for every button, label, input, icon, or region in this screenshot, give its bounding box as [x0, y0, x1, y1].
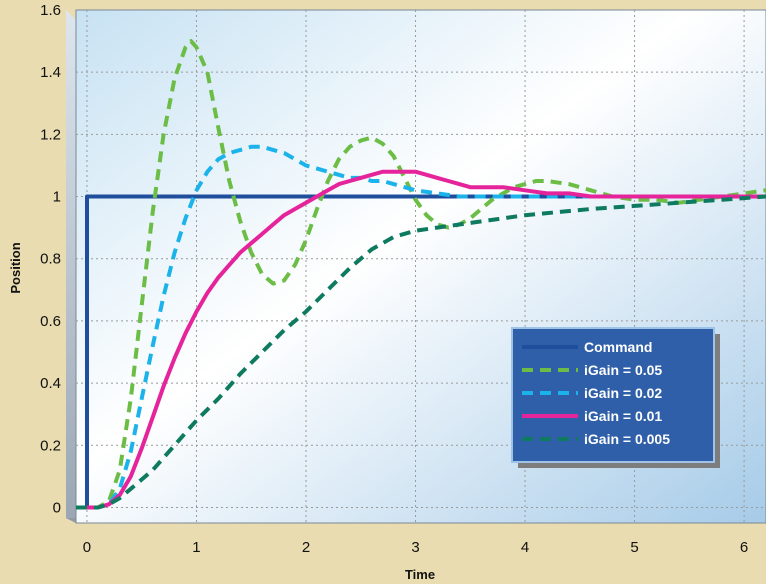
- y-tick-label: 0.8: [40, 251, 61, 268]
- y-axis-label: Position: [8, 242, 23, 293]
- legend-label: iGain = 0.05: [584, 362, 662, 378]
- x-tick-label: 3: [411, 539, 419, 556]
- x-tick-label: 5: [630, 539, 638, 556]
- x-tick-label: 6: [740, 539, 748, 556]
- y-tick-label: 1.6: [40, 2, 61, 19]
- y-tick-label: 0.2: [40, 437, 61, 454]
- legend-label: iGain = 0.01: [584, 408, 662, 424]
- series-line-igain-0-02: [76, 144, 766, 510]
- y-tick-label: 1.2: [40, 126, 61, 143]
- y-tick-label: 1: [53, 189, 61, 206]
- series-lines: [76, 39, 766, 510]
- y-tick-label: 0.4: [40, 375, 61, 392]
- legend-label: iGain = 0.005: [584, 431, 670, 447]
- x-tick-labels: 0 1 2 3 4 5 6: [83, 539, 748, 556]
- series-line-igain-0-01: [76, 169, 766, 510]
- x-tick-label: 1: [192, 539, 200, 556]
- legend-label: Command: [584, 339, 652, 355]
- x-axis-label: Time: [405, 567, 435, 582]
- legend-entries: Command iGain = 0.05 iGain = 0.02 iGain = 0…: [522, 339, 670, 447]
- x-tick-label: 4: [521, 539, 529, 556]
- y-tick-labels: 0 0.2 0.4 0.6 0.8 1 1.2 1.4 1.6: [40, 2, 61, 516]
- y-tick-label: 1.4: [40, 64, 61, 81]
- series-line-igain-0-005: [76, 194, 766, 510]
- x-tick-label: 2: [302, 539, 310, 556]
- plot-frame-left: [66, 10, 76, 523]
- legend-label: iGain = 0.02: [584, 385, 662, 401]
- series-line-igain-0-05: [76, 39, 766, 510]
- y-tick-label: 0: [53, 499, 61, 516]
- x-tick-label: 0: [83, 539, 91, 556]
- y-tick-label: 0.6: [40, 313, 61, 330]
- legend: Command iGain = 0.05 iGain = 0.02 iGain = 0…: [511, 327, 720, 468]
